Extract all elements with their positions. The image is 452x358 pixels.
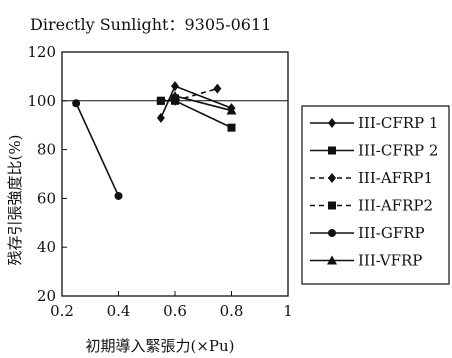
x-axis-label: 初期導入緊張力(×Pu) [85, 337, 234, 355]
x-tick-label: 0.4 [107, 302, 131, 320]
plot-area: 20 40 60 80 100 120 0.2 0.4 0.6 0.8 1 [27, 43, 292, 320]
series-line [75, 102, 120, 197]
legend-marker [327, 255, 337, 265]
legend-label: III-CFRP 2 [358, 142, 438, 160]
data-point [72, 99, 81, 108]
y-tick-label: 60 [37, 189, 56, 207]
series-line [174, 95, 232, 112]
data-point [114, 191, 123, 200]
y-tick-label: 80 [37, 141, 56, 159]
data-point [213, 83, 222, 94]
series-layer [72, 81, 237, 200]
legend-item: III-AFRP2 [310, 197, 433, 215]
legend-label: III-AFRP1 [358, 169, 433, 187]
series-line [174, 87, 218, 102]
data-point [170, 90, 180, 100]
legend-items: III-CFRP 1 III-CFRP 2 III-AFRP1 III-AFRP2 II… [310, 114, 438, 270]
legend-item: III-CFRP 1 [310, 114, 438, 132]
legend-label: III-GFRP [358, 224, 425, 242]
y-axis: 20 40 60 80 100 120 [27, 43, 67, 305]
legend-item: III-CFRP 2 [310, 142, 438, 160]
legend-marker [328, 201, 336, 210]
legend-marker [328, 229, 336, 237]
legend-item: III-GFRP [310, 224, 425, 242]
y-axis-label: 残存引張強度比(%) [6, 135, 24, 266]
legend-marker [328, 118, 336, 128]
y-tick-label: 120 [27, 43, 56, 61]
data-point [227, 123, 236, 132]
series-5 [72, 99, 123, 200]
legend: III-CFRP 1 III-CFRP 2 III-AFRP1 III-AFRP2 II… [301, 105, 450, 285]
x-axis: 0.2 0.4 0.6 0.8 1 [50, 291, 293, 320]
legend-marker [328, 146, 336, 155]
legend-marker [328, 173, 336, 183]
legend-label: III-AFRP2 [358, 197, 433, 215]
series-6 [170, 90, 237, 115]
x-tick-label: 0.6 [163, 302, 187, 320]
y-tick-label: 20 [37, 287, 56, 305]
data-point [226, 105, 237, 115]
y-tick-label: 40 [37, 238, 56, 256]
data-point [171, 81, 179, 92]
legend-label: III-CFRP 1 [358, 114, 438, 132]
x-tick-label: 0.8 [220, 302, 244, 320]
x-tick-label: 1 [283, 302, 293, 320]
legend-item: III-VFRP [310, 252, 422, 270]
legend-item: III-AFRP1 [310, 169, 433, 187]
chart-title: Directly Sunlight：9305-0611 [30, 15, 271, 34]
y-tick-label: 100 [27, 92, 56, 110]
legend-label: III-VFRP [358, 252, 422, 270]
data-point [156, 112, 165, 123]
data-point [156, 96, 165, 105]
legend-box [301, 105, 450, 285]
x-tick-label: 0.2 [50, 302, 74, 320]
y-axis-label-group: 残存引張強度比(%) [6, 135, 24, 266]
